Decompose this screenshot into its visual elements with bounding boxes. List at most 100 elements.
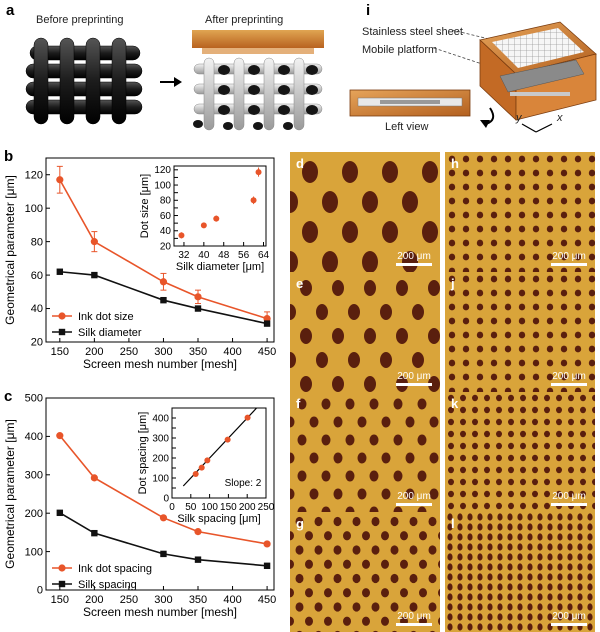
ink-dot <box>487 593 493 601</box>
ink-dot <box>518 275 526 283</box>
ink-dot <box>460 394 466 402</box>
ink-dot <box>460 478 466 486</box>
inset-x-tick-label: 100 <box>201 502 218 513</box>
ink-dot <box>295 573 304 584</box>
ink-dot <box>467 613 473 621</box>
ink-dot <box>577 543 583 551</box>
ink-dot <box>496 394 502 402</box>
ink-dot <box>448 317 456 325</box>
ink-dot <box>517 523 523 531</box>
micrograph-image <box>445 512 595 632</box>
ink-dot <box>290 352 296 368</box>
data-point <box>90 238 98 246</box>
ink-dot <box>517 623 523 631</box>
ink-dot <box>532 359 540 367</box>
ink-dot <box>496 478 502 486</box>
micrograph-j: j 200 μm <box>445 272 595 392</box>
ink-dot <box>457 513 463 521</box>
ink-dot <box>587 613 593 621</box>
ink-dot <box>477 613 483 621</box>
ink-dot <box>467 573 473 581</box>
ink-dot <box>544 502 550 510</box>
ink-dot <box>428 280 440 296</box>
ink-dot <box>324 559 332 569</box>
ink-dot <box>497 613 503 621</box>
ink-dot <box>537 523 543 531</box>
ink-dot <box>462 267 470 272</box>
panel-label-b: b <box>4 148 14 165</box>
ink-dot <box>546 225 554 233</box>
ink-dot <box>588 289 595 297</box>
ink-dot <box>362 191 378 213</box>
ink-dot <box>507 583 513 591</box>
ink-dot <box>537 513 543 521</box>
inset-x-tick-label: 150 <box>220 502 237 513</box>
main-y-tick-label: 0 <box>37 585 43 597</box>
ink-dot <box>448 394 454 402</box>
ink-dot <box>588 197 595 205</box>
ink-dot <box>362 588 370 598</box>
panel-label-d: d <box>296 156 304 171</box>
ink-dot <box>592 418 595 426</box>
ink-dot <box>588 303 595 311</box>
ink-dot <box>577 603 583 611</box>
ink-dot <box>580 478 586 486</box>
ink-dot <box>371 602 380 612</box>
chart-b: 150 200 250 300 350 400 450 20 40 60 80 100 120 Scree… <box>3 157 276 371</box>
panel-label-a: a <box>6 2 15 19</box>
inset-y-tick-label: 300 <box>152 433 169 444</box>
main-y-tick-label: 20 <box>31 337 43 349</box>
ink-dot <box>518 155 526 163</box>
ink-dot <box>507 593 513 601</box>
ink-dot <box>547 543 553 551</box>
ink-dot <box>544 418 550 426</box>
inset-data-point <box>178 232 185 239</box>
after-caption: After preprinting <box>205 14 284 26</box>
ink-dot <box>476 373 484 381</box>
inset-x-tick-label: 200 <box>239 502 256 513</box>
ink-dot <box>447 603 453 611</box>
callout-mobile-platform: Mobile platform <box>362 44 438 56</box>
ink-dot <box>532 317 540 325</box>
ink-dot <box>476 267 484 272</box>
panel-label-l: l <box>451 516 455 531</box>
ink-dot <box>476 155 484 163</box>
ink-dot <box>527 593 533 601</box>
ink-dot <box>504 317 512 325</box>
ink-dot <box>405 488 415 500</box>
ink-dot <box>348 352 360 368</box>
ink-dot <box>568 394 574 402</box>
micrograph-k: k 200 μm <box>445 392 595 512</box>
ink-dot <box>357 416 367 428</box>
ink-dot <box>438 560 440 569</box>
ink-dot <box>477 593 483 601</box>
ink-dot <box>588 387 595 392</box>
ink-dot <box>447 563 453 571</box>
ink-dot <box>592 442 595 450</box>
ink-dot <box>429 416 439 428</box>
ink-dot <box>527 573 533 581</box>
ink-dot <box>560 183 568 191</box>
ink-dot <box>588 345 595 353</box>
scale-bar-label: 200 μm <box>552 371 586 382</box>
ink-dot <box>462 303 470 311</box>
ink-dot <box>477 573 483 581</box>
ink-dot <box>396 280 408 296</box>
ink-dot <box>448 345 456 353</box>
ink-dot <box>409 516 418 527</box>
ink-dot <box>532 225 540 233</box>
ink-dot <box>546 253 554 261</box>
main-y-tick-label: 100 <box>25 203 43 215</box>
ink-dot <box>587 523 593 531</box>
ink-dot <box>362 559 370 569</box>
inset-annotation: Slope: 2 <box>225 478 262 489</box>
ink-dot <box>520 418 526 426</box>
ink-dot <box>518 317 526 325</box>
ink-dot <box>342 221 358 243</box>
ink-dot <box>484 478 490 486</box>
ink-dot <box>343 616 351 626</box>
ink-dot <box>496 490 502 498</box>
woven-fabric-before-illustration <box>25 37 143 125</box>
ink-dot <box>517 543 523 551</box>
